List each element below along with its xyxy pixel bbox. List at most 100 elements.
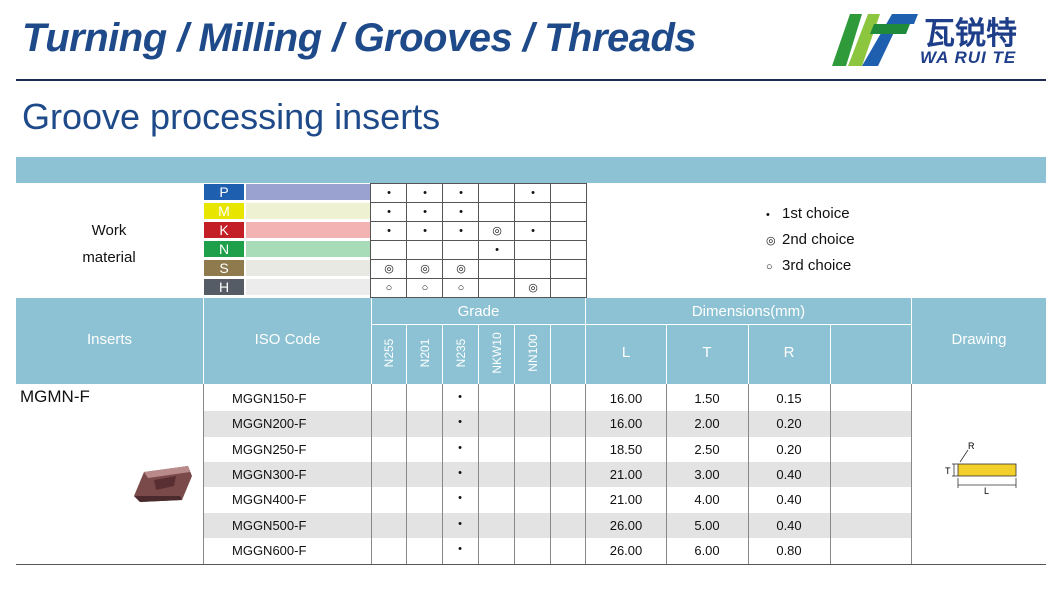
material-grade-mark: •: [531, 225, 535, 237]
dimension-l-value: 21.00: [609, 492, 643, 508]
material-color-bar: [246, 279, 370, 295]
material-grade-mark: •: [459, 187, 463, 199]
grid-line: [585, 384, 586, 564]
header-divider: [16, 79, 1046, 81]
material-grade-mark: ◎: [456, 263, 466, 275]
dimension-header: T: [702, 344, 712, 361]
material-grade-mark: •: [387, 187, 391, 199]
material-color-bar: [246, 203, 370, 219]
insert-photo-icon: [134, 466, 192, 502]
material-grade-mark: •: [423, 187, 427, 199]
work-material-label-line1: Work: [91, 222, 127, 239]
drawing-label-r: R: [968, 441, 975, 451]
material-color-bar: [246, 260, 370, 276]
material-letter: H: [204, 279, 244, 295]
dimension-t-value: 2.00: [694, 416, 720, 432]
dimension-l-value: 26.00: [609, 517, 643, 533]
grade-header: N235: [454, 338, 468, 368]
dimension-t-value: 6.00: [694, 542, 720, 558]
col-drawing-header: Drawing: [951, 331, 1007, 348]
grade-mark: •: [458, 391, 462, 403]
grid-line: [406, 384, 407, 564]
header-separator: [550, 324, 551, 384]
header-separator: [666, 324, 667, 384]
material-grade-mark: •: [459, 225, 463, 237]
dimension-r-value: 0.40: [776, 492, 802, 508]
dimension-t-value: 2.50: [694, 441, 720, 457]
grid-line: [748, 384, 749, 564]
legend-symbol: •: [766, 209, 770, 221]
table-top-band: [16, 157, 1046, 183]
material-grade-mark: ○: [457, 282, 465, 294]
material-grade-mark: ◎: [384, 263, 394, 275]
insert-dimension-drawing: R T L: [945, 441, 1017, 494]
table-row-shading: [204, 461, 911, 488]
grade-mark: •: [458, 492, 462, 505]
dimension-r-value: 0.80: [776, 542, 802, 558]
col-inserts-header: Inserts: [86, 331, 132, 348]
dimension-l-value: 18.50: [609, 441, 643, 457]
logo-chinese-text: 瓦锐特: [924, 16, 1017, 52]
legend-item: ◎ 2nd choice: [766, 231, 855, 248]
grade-header: N201: [418, 338, 432, 368]
grid-line: [550, 384, 551, 564]
drawing-label-t: T: [945, 466, 951, 476]
brand-logo: 瓦锐特 WA RUI TE: [828, 8, 1050, 74]
header-separator: [748, 324, 749, 384]
logo-mark-icon: [832, 14, 918, 66]
legend-symbol: ◎: [766, 235, 776, 247]
grid-line: [550, 183, 551, 298]
dimension-l-value: 16.00: [609, 416, 643, 432]
header-separator: [371, 298, 372, 384]
work-material-label-line2: material: [82, 249, 136, 266]
legend-symbol: ○: [766, 261, 773, 273]
material-color-bar: [246, 222, 370, 238]
table-bottom-border: [16, 564, 1046, 565]
header-title: Turning / Milling / Grooves / Threads: [22, 16, 697, 60]
grade-mark: •: [458, 542, 462, 555]
dimension-t-value: 5.00: [694, 517, 720, 533]
iso-code: MGGN250-F: [232, 441, 307, 457]
dimension-r-value: 0.20: [776, 441, 802, 457]
dimension-l-value: 16.00: [609, 391, 643, 406]
legend-item: ○ 3rd choice: [766, 257, 851, 274]
grid-line: [478, 384, 479, 564]
iso-code: MGGN150-F: [232, 391, 307, 406]
material-grade-mark: ◎: [492, 225, 502, 237]
drawing-label-l: L: [984, 486, 989, 494]
grid-line: [830, 384, 831, 564]
dimension-r-value: 0.15: [776, 391, 802, 406]
col-grade-header: Grade: [457, 303, 500, 320]
grid-line: [442, 183, 443, 298]
grid-line: [370, 183, 371, 298]
legend-item: • 1st choice: [766, 205, 850, 222]
material-grade-mark: •: [495, 244, 499, 256]
header-separator: [830, 324, 831, 384]
legend-label: 2nd choice: [782, 231, 855, 248]
iso-code: MGGN300-F: [232, 466, 307, 482]
header-separator: [514, 324, 515, 384]
col-iso-header: ISO Code: [254, 331, 321, 348]
grid-line: [478, 183, 479, 298]
grade-header: NKW10: [490, 332, 504, 374]
material-color-bar: [246, 241, 370, 257]
header-separator: [585, 298, 586, 384]
dimension-l-value: 26.00: [609, 542, 643, 558]
iso-code: MGGN400-F: [232, 492, 307, 508]
grid-line: [666, 384, 667, 564]
material-letter: M: [204, 203, 244, 219]
material-grade-mark: ○: [385, 282, 393, 294]
dimension-t-value: 1.50: [694, 391, 720, 406]
grid-line: [911, 384, 912, 564]
dimension-t-value: 3.00: [694, 466, 720, 482]
dimension-t-value: 4.00: [694, 492, 720, 508]
legend-label: 3rd choice: [782, 257, 852, 274]
dimension-header: L: [621, 344, 631, 361]
header-separator: [442, 324, 443, 384]
table-row-shading: [204, 512, 911, 538]
material-letter: K: [204, 222, 244, 238]
grade-header: NN100: [526, 334, 540, 372]
work-material-label: Work material: [16, 217, 202, 271]
grid-line: [371, 384, 372, 564]
grade-mark: •: [458, 441, 462, 454]
